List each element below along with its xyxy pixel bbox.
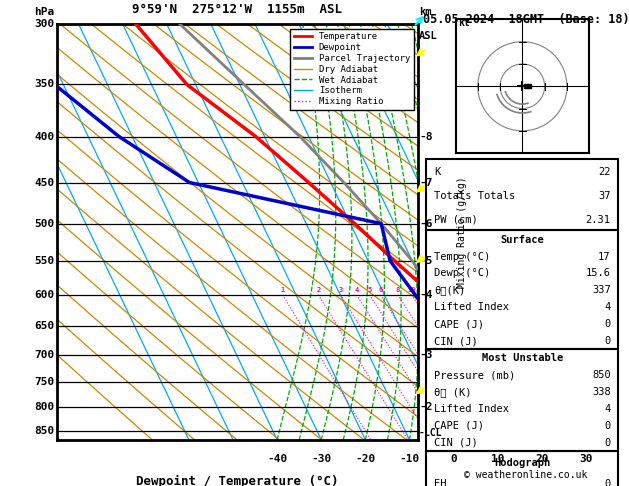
Text: -7: -7 bbox=[419, 177, 433, 188]
Bar bbox=[426, 230, 618, 349]
Text: 2: 2 bbox=[316, 287, 320, 293]
Text: 650: 650 bbox=[35, 321, 55, 331]
Text: 20: 20 bbox=[535, 454, 548, 465]
Text: EH: EH bbox=[434, 479, 447, 486]
Text: 338: 338 bbox=[592, 387, 611, 397]
Bar bbox=[426, 159, 618, 230]
Legend: Temperature, Dewpoint, Parcel Trajectory, Dry Adiabat, Wet Adiabat, Isotherm, Mi: Temperature, Dewpoint, Parcel Trajectory… bbox=[290, 29, 414, 110]
Text: 0: 0 bbox=[604, 319, 611, 329]
Text: CIN (J): CIN (J) bbox=[434, 336, 478, 346]
Text: 30: 30 bbox=[579, 454, 593, 465]
Text: -LCL: -LCL bbox=[419, 428, 443, 438]
Text: 337: 337 bbox=[592, 285, 611, 295]
Text: 1: 1 bbox=[281, 287, 285, 293]
Text: Lifted Index: Lifted Index bbox=[434, 404, 509, 414]
Text: 15.6: 15.6 bbox=[586, 268, 611, 278]
Text: 400: 400 bbox=[35, 132, 55, 141]
Text: -2: -2 bbox=[419, 402, 433, 412]
Text: -5: -5 bbox=[419, 256, 433, 266]
Text: Pressure (mb): Pressure (mb) bbox=[434, 370, 515, 380]
Text: 4: 4 bbox=[604, 404, 611, 414]
Text: 850: 850 bbox=[35, 426, 55, 436]
Text: 850: 850 bbox=[592, 370, 611, 380]
Text: 450: 450 bbox=[35, 177, 55, 188]
Text: -20: -20 bbox=[355, 454, 376, 465]
Text: 10: 10 bbox=[408, 287, 416, 293]
Text: Dewpoint / Temperature (°C): Dewpoint / Temperature (°C) bbox=[136, 475, 338, 486]
Text: 300: 300 bbox=[35, 19, 55, 29]
Text: -30: -30 bbox=[311, 454, 331, 465]
Text: 350: 350 bbox=[35, 80, 55, 89]
Text: hPa: hPa bbox=[35, 7, 55, 17]
Text: CIN (J): CIN (J) bbox=[434, 438, 478, 448]
Text: 700: 700 bbox=[35, 350, 55, 360]
Text: 0: 0 bbox=[604, 421, 611, 431]
Text: Totals Totals: Totals Totals bbox=[434, 191, 515, 201]
Text: 10: 10 bbox=[491, 454, 504, 465]
Text: Dewp (°C): Dewp (°C) bbox=[434, 268, 491, 278]
Text: 9°59'N  275°12'W  1155m  ASL: 9°59'N 275°12'W 1155m ASL bbox=[133, 3, 342, 16]
Text: 0: 0 bbox=[450, 454, 457, 465]
Text: Lifted Index: Lifted Index bbox=[434, 302, 509, 312]
Text: Mixing Ratio (g/kg): Mixing Ratio (g/kg) bbox=[457, 176, 467, 288]
Text: 2.31: 2.31 bbox=[586, 215, 611, 225]
Text: 600: 600 bbox=[35, 290, 55, 300]
Text: Temp (°C): Temp (°C) bbox=[434, 252, 491, 261]
Text: -3: -3 bbox=[419, 350, 433, 360]
Text: 22: 22 bbox=[598, 167, 611, 177]
Text: 17: 17 bbox=[598, 252, 611, 261]
Text: -4: -4 bbox=[419, 290, 433, 300]
Text: km: km bbox=[419, 7, 431, 17]
Text: -8: -8 bbox=[419, 132, 433, 141]
Text: 550: 550 bbox=[35, 256, 55, 266]
Text: 4: 4 bbox=[604, 302, 611, 312]
Bar bbox=[426, 349, 618, 451]
Text: Hodograph: Hodograph bbox=[494, 457, 550, 468]
Text: CAPE (J): CAPE (J) bbox=[434, 421, 484, 431]
Text: 4: 4 bbox=[355, 287, 359, 293]
Text: 37: 37 bbox=[598, 191, 611, 201]
Text: 500: 500 bbox=[35, 219, 55, 228]
Text: 0: 0 bbox=[604, 336, 611, 346]
Text: 750: 750 bbox=[35, 377, 55, 387]
Text: θᴇ(K): θᴇ(K) bbox=[434, 285, 465, 295]
Text: © weatheronline.co.uk: © weatheronline.co.uk bbox=[464, 470, 587, 480]
Text: kt: kt bbox=[458, 18, 469, 28]
Bar bbox=[426, 451, 618, 486]
Text: 5: 5 bbox=[367, 287, 372, 293]
Text: 6: 6 bbox=[378, 287, 382, 293]
Text: -6: -6 bbox=[419, 219, 433, 228]
Text: CAPE (J): CAPE (J) bbox=[434, 319, 484, 329]
Text: ASL: ASL bbox=[419, 31, 438, 40]
Text: 3: 3 bbox=[338, 287, 343, 293]
Text: 05.05.2024  18GMT  (Base: 18): 05.05.2024 18GMT (Base: 18) bbox=[423, 13, 629, 26]
Text: θᴇ (K): θᴇ (K) bbox=[434, 387, 472, 397]
Text: PW (cm): PW (cm) bbox=[434, 215, 478, 225]
Text: 0: 0 bbox=[604, 479, 611, 486]
Text: 0: 0 bbox=[604, 438, 611, 448]
Text: -10: -10 bbox=[399, 454, 420, 465]
Text: 8: 8 bbox=[396, 287, 400, 293]
Text: 800: 800 bbox=[35, 402, 55, 412]
Text: K: K bbox=[434, 167, 440, 177]
Text: Most Unstable: Most Unstable bbox=[482, 353, 563, 363]
Text: Surface: Surface bbox=[501, 235, 544, 244]
Text: -40: -40 bbox=[267, 454, 287, 465]
